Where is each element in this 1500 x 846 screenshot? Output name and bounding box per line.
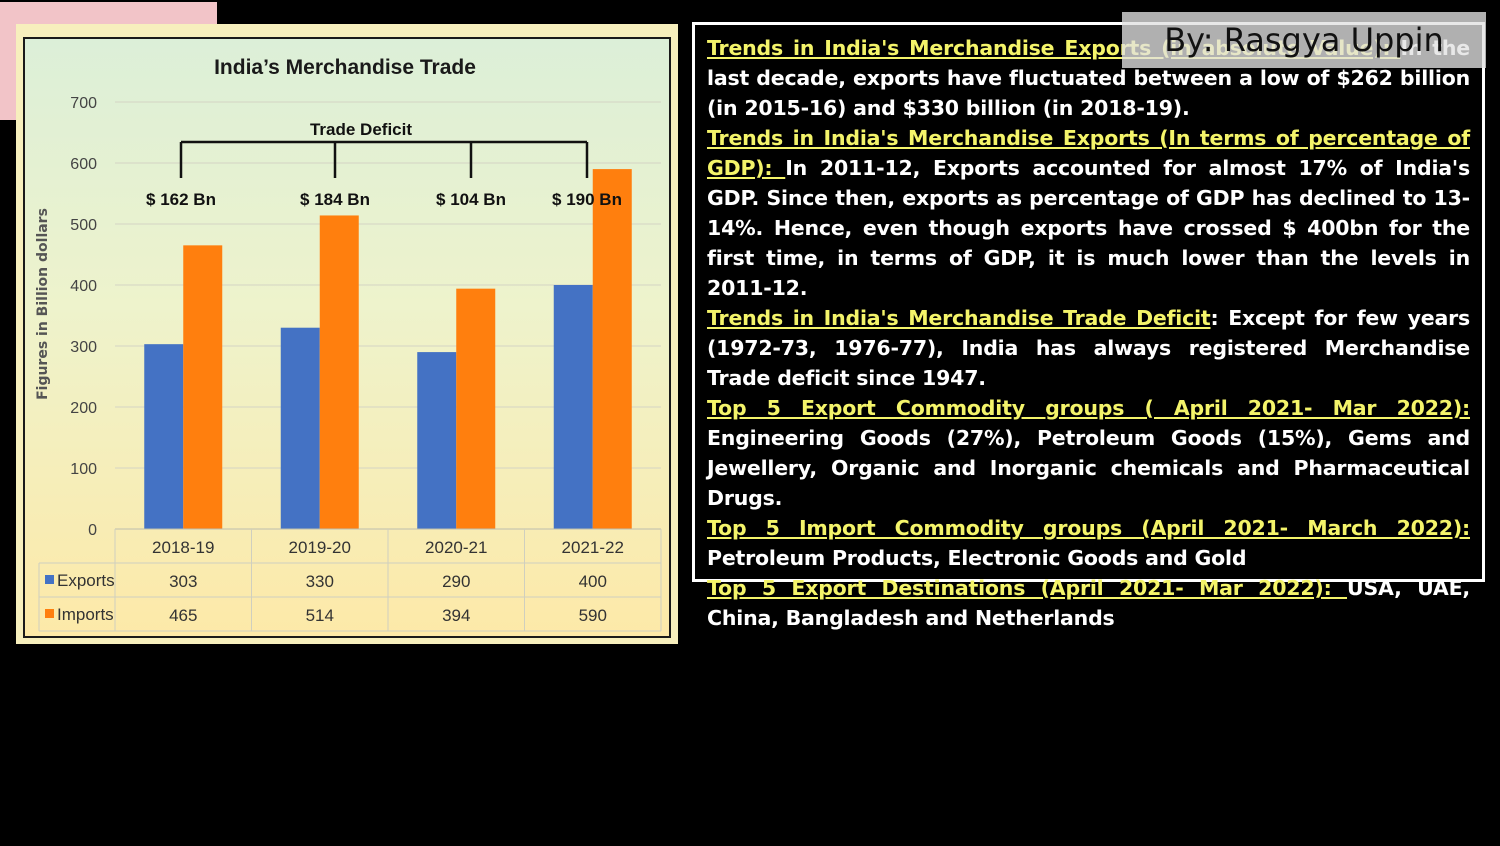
data-label-imports: 590 xyxy=(579,606,607,625)
x-tick-label: 2019-20 xyxy=(289,538,351,557)
x-tick-label: 2020-21 xyxy=(425,538,487,557)
legend-label-imports: Imports xyxy=(57,605,114,624)
y-tick-label: 500 xyxy=(70,217,97,234)
y-tick-label: 600 xyxy=(70,156,97,173)
trade-deficit-title: Trade Deficit xyxy=(310,120,412,139)
note-heading-5: Top 5 Import Commodity groups (April 202… xyxy=(707,516,1470,540)
note-body-2: In 2011-12, Exports accounted for almost… xyxy=(707,156,1470,300)
y-tick-label: 400 xyxy=(70,278,97,295)
bar-exports xyxy=(144,344,184,529)
deficit-label: $ 104 Bn xyxy=(436,190,506,209)
deficit-label: $ 190 Bn xyxy=(552,190,622,209)
note-heading-3: Trends in India's Merchandise Trade Defi… xyxy=(707,306,1211,330)
x-tick-label: 2021-22 xyxy=(562,538,624,557)
bar-imports xyxy=(319,215,359,529)
bar-imports xyxy=(456,288,496,529)
deficit-label: $ 162 Bn xyxy=(146,190,216,209)
note-heading-6: Top 5 Export Destinations (April 2021- M… xyxy=(707,576,1348,600)
bar-exports xyxy=(553,285,593,529)
data-label-exports: 290 xyxy=(442,572,470,591)
deficit-label: $ 184 Bn xyxy=(300,190,370,209)
chart-panel: India’s Merchandise Trade Figures in Bil… xyxy=(23,37,671,638)
chart-frame: India’s Merchandise Trade Figures in Bil… xyxy=(16,24,678,644)
y-tick-label: 100 xyxy=(70,461,97,478)
bar-exports xyxy=(417,352,457,529)
notes-paragraph: Trends in India's Merchandise Exports (i… xyxy=(707,33,1470,633)
note-body-6: USA, UAE, China, Bangladesh and Netherla… xyxy=(707,576,1470,630)
y-tick-label: 200 xyxy=(70,400,97,417)
y-axis-label: Figures in Billion dollars xyxy=(35,208,51,400)
bar-imports xyxy=(183,245,223,529)
data-label-imports: 394 xyxy=(442,606,470,625)
chart-title: India’s Merchandise Trade xyxy=(214,56,476,79)
legend-label-exports: Exports xyxy=(57,571,115,590)
note-heading-4: Top 5 Export Commodity groups ( April 20… xyxy=(707,396,1470,420)
bar-chart: India’s Merchandise Trade Figures in Bil… xyxy=(35,56,662,632)
bar-imports xyxy=(592,169,632,529)
data-label-imports: 514 xyxy=(306,606,334,625)
legend-swatch-exports xyxy=(45,575,54,584)
y-tick-label: 300 xyxy=(70,339,97,356)
y-tick-label: 700 xyxy=(70,95,97,112)
data-label-exports: 400 xyxy=(579,572,607,591)
legend-swatch-imports xyxy=(45,609,54,618)
data-label-imports: 465 xyxy=(169,606,197,625)
notes-panel: Trends in India's Merchandise Exports (i… xyxy=(692,22,1485,630)
note-body-4: Engineering Goods (27%), Petroleum Goods… xyxy=(707,426,1470,510)
data-label-exports: 303 xyxy=(169,572,197,591)
data-label-exports: 330 xyxy=(306,572,334,591)
bar-exports xyxy=(280,327,320,529)
y-tick-label: 0 xyxy=(88,522,97,539)
author-watermark: By: Rasgya Uppin xyxy=(1122,12,1486,68)
x-tick-label: 2018-19 xyxy=(152,538,214,557)
note-heading-2: Trends in India's Merchandise Exports (I… xyxy=(707,126,1470,180)
note-body-5: Petroleum Products, Electronic Goods and… xyxy=(707,546,1247,570)
note-body-3: : Except for few years (1972-73, 1976-77… xyxy=(707,306,1470,390)
